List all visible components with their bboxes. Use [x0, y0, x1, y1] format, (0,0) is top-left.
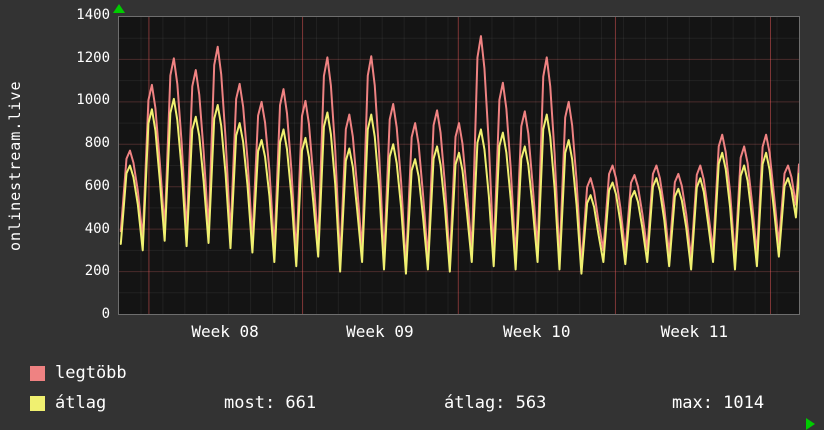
y-axis-label: 400 — [84, 220, 110, 237]
legtobb-swatch-icon — [30, 365, 45, 381]
y-axis-label: 200 — [84, 263, 110, 280]
x-axis-label: Week 08 — [191, 322, 259, 341]
x-axis-label: Week 11 — [660, 322, 728, 341]
y-axis-arrow-icon — [113, 4, 125, 13]
x-axis-label: Week 10 — [503, 322, 571, 341]
stat-atlag: átlag: 563 — [444, 393, 547, 413]
atlag-label: átlag — [55, 393, 107, 413]
x-axis-arrow-icon — [806, 418, 815, 430]
stat-max: max: 1014 — [672, 393, 765, 413]
y-axis-label: 0 — [101, 306, 110, 322]
y-axis-title: onlinestream.live — [6, 80, 24, 251]
y-axis-label: 1000 — [76, 92, 110, 109]
atlag-swatch-icon — [30, 395, 45, 411]
y-axis-label: 800 — [84, 135, 110, 152]
x-axis-label: Week 09 — [346, 322, 414, 341]
line-chart — [119, 17, 799, 314]
stat-most: most: 661 — [224, 393, 317, 413]
legend: legtöbb átlag — [30, 358, 127, 418]
legtobb-label: legtöbb — [55, 363, 127, 383]
legend-row-atlag: átlag — [30, 388, 127, 418]
y-axis-label: 1200 — [76, 49, 110, 66]
y-axis-label: 600 — [84, 177, 110, 194]
chart-plot-area — [118, 16, 800, 315]
legend-row-legtobb: legtöbb — [30, 358, 127, 388]
y-axis-label: 1400 — [76, 7, 110, 23]
